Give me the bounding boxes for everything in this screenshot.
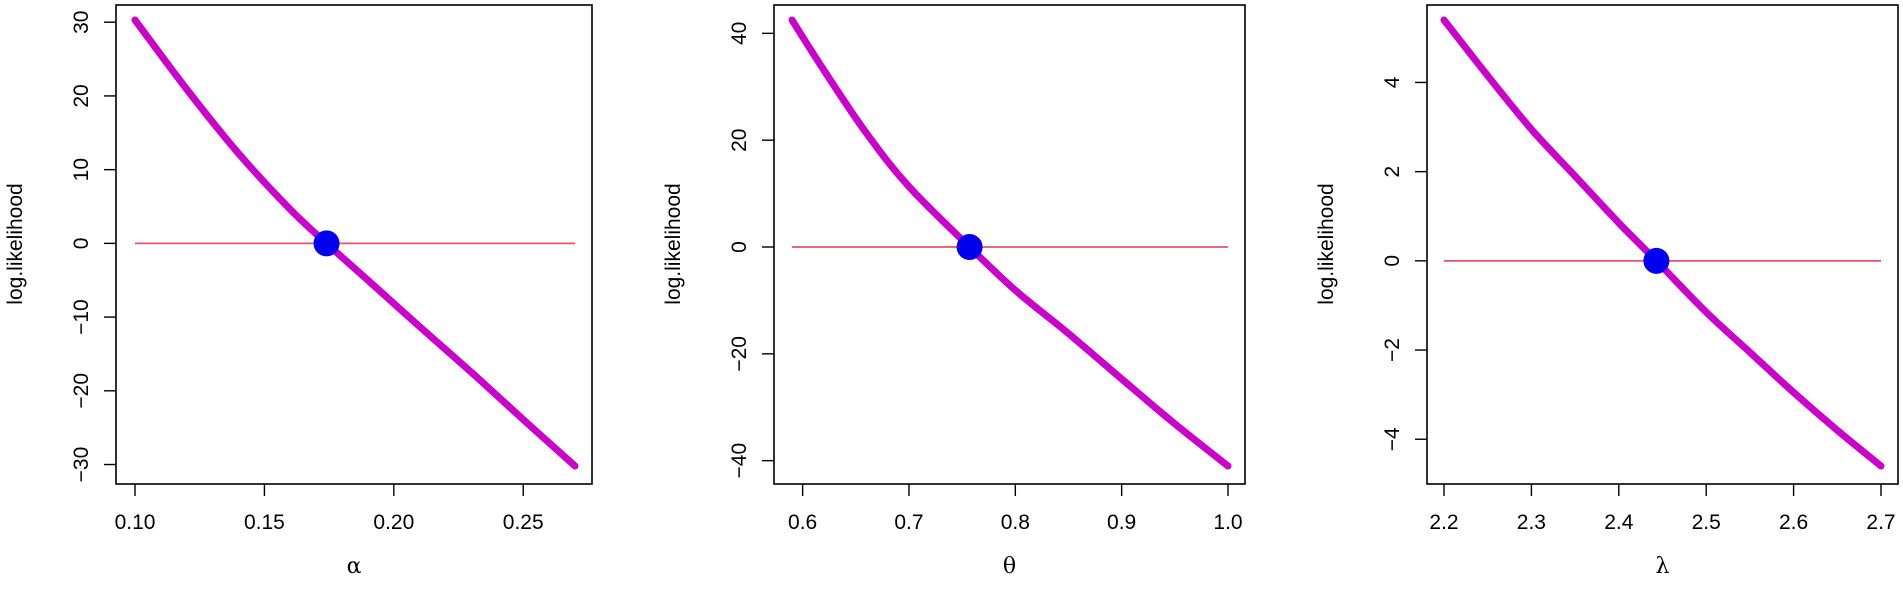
x-tick-label: 0.8 (1001, 511, 1030, 534)
y-tick-label: 0 (1381, 255, 1404, 267)
y-tick-label: −40 (728, 443, 751, 479)
panel-2: 0.6 0.7 0.8 0.9 1.0 −40 −20 0 20 40 θ log.likelihoo… (662, 5, 1245, 579)
panel-3: 2.2 2.3 2.4 2.5 2.6 2.7 −4 −2 0 2 4 λ log.likelihood (1315, 5, 1898, 579)
plot-frame (774, 5, 1245, 484)
y-tick-label: 0 (728, 241, 751, 253)
root-marker-point (314, 230, 340, 256)
x-tick-label: 0.25 (503, 511, 544, 534)
root-marker-point (1643, 248, 1669, 274)
x-tick-label: 2.7 (1866, 511, 1895, 534)
x-tick-label: 0.10 (115, 511, 156, 534)
y-axis-title: log.likelihood (662, 183, 685, 304)
x-tick-label: 2.6 (1779, 511, 1808, 534)
log-likelihood-curve (792, 20, 1228, 466)
x-tick-label: 2.3 (1517, 511, 1546, 534)
y-tick-label: −2 (1381, 338, 1404, 362)
y-tick-label: 40 (728, 22, 751, 45)
y-tick-label: 4 (1381, 76, 1404, 88)
x-tick-label: 2.2 (1429, 511, 1458, 534)
y-tick-label: −4 (1381, 427, 1404, 451)
x-tick-label: 0.7 (894, 511, 923, 534)
y-tick-label: −10 (70, 299, 93, 335)
x-tick-label: 0.15 (244, 511, 285, 534)
x-axis-title: λ (1656, 554, 1670, 579)
root-marker-point (957, 234, 983, 260)
y-tick-label: 0 (70, 238, 93, 250)
x-tick-label: 1.0 (1213, 511, 1242, 534)
x-tick-label: 0.6 (788, 511, 817, 534)
x-tick-label: 0.9 (1107, 511, 1136, 534)
y-tick-label: 2 (1381, 166, 1404, 178)
y-tick-label: −30 (70, 447, 93, 483)
y-tick-label: 30 (70, 11, 93, 34)
y-axis-title: log.likelihood (1315, 183, 1338, 304)
plot-frame (1427, 5, 1898, 484)
plot-frame (116, 5, 592, 484)
x-tick-label: 0.20 (373, 511, 414, 534)
y-tick-label: −20 (70, 373, 93, 409)
x-axis-title: α (347, 554, 362, 579)
x-tick-label: 2.4 (1604, 511, 1634, 534)
y-tick-label: 10 (70, 158, 93, 181)
y-tick-label: 20 (70, 84, 93, 107)
panel-1: 0.10 0.15 0.20 0.25 −30 −20 −10 0 10 20 30 α log.lik… (4, 5, 592, 579)
x-tick-label: 2.5 (1692, 511, 1721, 534)
y-tick-label: 20 (728, 128, 751, 151)
y-tick-label: −20 (728, 336, 751, 372)
x-axis-title: θ (1003, 554, 1016, 579)
log-likelihood-curve (1444, 20, 1881, 466)
y-axis-title: log.likelihood (4, 183, 27, 304)
